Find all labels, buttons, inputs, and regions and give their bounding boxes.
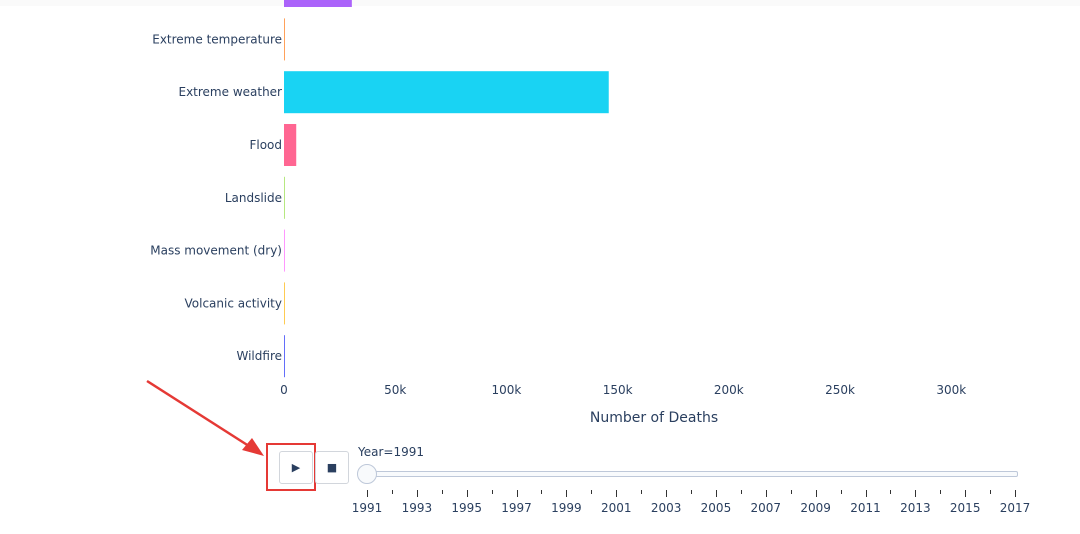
slider-major-tick — [416, 490, 418, 497]
slider-year-label[interactable]: 2013 — [900, 501, 931, 515]
category-label: Wildfire — [237, 349, 283, 363]
bar-partial — [284, 0, 352, 7]
slider-major-tick — [765, 490, 767, 497]
slider-minor-tick — [990, 490, 992, 494]
x-tick-label: 0 — [280, 383, 288, 397]
x-tick-label: 50k — [384, 383, 406, 397]
bar-flood — [284, 124, 297, 166]
slider-minor-tick — [541, 490, 543, 494]
slider-year-label[interactable]: 2007 — [750, 501, 782, 515]
slider-major-tick — [367, 490, 368, 497]
slider-minor-tick — [491, 490, 493, 494]
slider-minor-tick — [740, 490, 742, 494]
slider-major-tick — [865, 490, 867, 497]
bar-extreme-weather — [284, 71, 609, 114]
slider-year-label[interactable]: 2001 — [600, 501, 632, 515]
x-tick-label: 150k — [603, 383, 633, 397]
slider-major-tick — [666, 490, 668, 497]
x-tick-label: 250k — [825, 383, 855, 397]
slider-major-tick — [466, 490, 468, 497]
slider-year-label[interactable]: 1991 — [351, 501, 383, 515]
top-edge-band — [0, 0, 1080, 6]
slider-current-value: Year=1991 — [358, 445, 425, 459]
x-tick-label: 300k — [936, 383, 966, 397]
slider-minor-tick — [691, 490, 693, 494]
slider-minor-tick — [441, 490, 443, 494]
slider-major-tick — [1015, 490, 1017, 497]
slider-year-label[interactable]: 2005 — [700, 501, 732, 515]
annotation-arrow — [146, 379, 264, 456]
slider-year-label[interactable]: 1995 — [451, 501, 482, 515]
slider-minor-tick — [890, 490, 892, 494]
play-button[interactable]: ▶ — [279, 451, 313, 484]
slider-year-label[interactable]: 2011 — [850, 501, 881, 515]
slider-major-tick — [965, 490, 967, 497]
stop-icon: ■ — [326, 461, 338, 474]
stop-button[interactable]: ■ — [315, 451, 349, 484]
category-labels: Extreme temperature Extreme weather Flood L… — [150, 32, 282, 363]
bar-extreme-temperature — [284, 18, 285, 61]
slider-minor-tick — [391, 490, 393, 494]
category-label: Volcanic activity — [185, 296, 283, 310]
slider-year-label[interactable]: 2017 — [999, 501, 1031, 515]
slider-year-label[interactable]: 1999 — [551, 501, 582, 515]
bar-landslide — [284, 176, 285, 219]
slider-year-label[interactable]: 1993 — [401, 501, 433, 515]
slider-minor-tick — [840, 490, 842, 494]
slider-minor-tick — [790, 490, 792, 494]
slider-major-tick — [715, 490, 717, 497]
bar-mass-movement-dry — [284, 229, 285, 272]
x-axis-title: Number of Deaths — [590, 410, 718, 426]
slider-major-tick — [516, 490, 518, 497]
slider-major-tick — [566, 490, 568, 497]
slider-year-label[interactable]: 1997 — [501, 501, 532, 515]
slider-major-tick — [815, 490, 817, 497]
category-label: Mass movement (dry) — [150, 244, 282, 258]
slider-minor-tick — [940, 490, 942, 494]
category-label: Landslide — [225, 191, 282, 205]
category-label: Flood — [249, 138, 282, 152]
slider-year-label[interactable]: 2003 — [650, 501, 682, 515]
x-tick-label: 200k — [714, 383, 744, 397]
slider-year-label[interactable]: 2009 — [800, 501, 831, 515]
slider-minor-tick — [641, 490, 643, 494]
bars-group — [284, 0, 609, 378]
bar-wildfire — [284, 335, 285, 378]
x-tick-label: 100k — [491, 383, 521, 397]
slider-major-tick — [915, 490, 917, 497]
slider-minor-tick — [591, 490, 593, 494]
year-slider-handle[interactable] — [357, 464, 377, 484]
category-label: Extreme temperature — [152, 32, 282, 46]
bar-volcanic-activity — [284, 282, 285, 325]
year-slider-rail[interactable] — [368, 471, 1018, 477]
play-icon: ▶ — [291, 461, 301, 474]
slider-year-label[interactable]: 2015 — [949, 501, 981, 515]
category-label: Extreme weather — [178, 85, 282, 99]
slider-major-tick — [616, 490, 618, 497]
x-tick-labels: 0 50k 100k 150k 200k 250k 300k — [280, 383, 966, 397]
